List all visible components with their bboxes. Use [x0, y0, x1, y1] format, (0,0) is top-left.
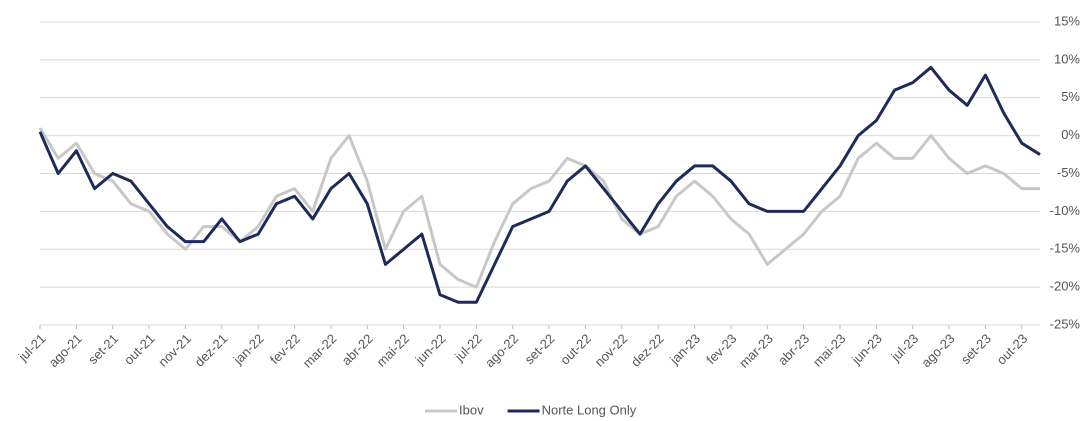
x-tick-label: fev-22: [267, 331, 303, 367]
x-tick-label: out-22: [557, 331, 594, 368]
x-tick-label: jul-22: [451, 331, 485, 365]
y-tick-label: 0%: [1061, 127, 1080, 142]
y-tick-label: -20%: [1050, 279, 1081, 294]
x-tick-label: jul-23: [887, 331, 921, 365]
legend-label: Norte Long Only: [542, 402, 637, 417]
x-tick-label: ago-22: [482, 331, 521, 370]
y-tick-label: 10%: [1054, 51, 1080, 66]
x-tick-label: ago-23: [918, 331, 957, 370]
x-tick-label: set-23: [958, 331, 994, 367]
x-tick-label: fev-23: [703, 331, 739, 367]
x-tick-label: mai-23: [810, 331, 849, 370]
x-tick-label: ago-21: [46, 331, 85, 370]
x-tick-label: dez-21: [192, 331, 231, 370]
x-tick-label: mar-23: [736, 331, 776, 371]
x-tick-label: abr-22: [339, 331, 376, 368]
x-tick-label: mai-22: [373, 331, 412, 370]
x-tick-label: dez-22: [628, 331, 667, 370]
x-tick-label: set-22: [521, 331, 557, 367]
x-tick-label: nov-21: [155, 331, 194, 370]
x-tick-label: mar-22: [300, 331, 340, 371]
y-tick-label: -10%: [1050, 203, 1081, 218]
y-tick-label: 5%: [1061, 89, 1080, 104]
x-tick-label: jan-23: [666, 331, 703, 368]
y-tick-label: 15%: [1054, 13, 1080, 28]
x-tick-label: jun-23: [848, 331, 885, 368]
x-tick-label: jun-22: [412, 331, 449, 368]
x-tick-label: nov-22: [592, 331, 631, 370]
x-tick-label: out-21: [121, 331, 158, 368]
series-line: [38, 65, 1041, 304]
x-tick-label: out-23: [994, 331, 1031, 368]
y-tick-label: -5%: [1057, 165, 1081, 180]
x-tick-label: jul-21: [15, 331, 49, 365]
legend-label: Ibov: [459, 402, 484, 417]
y-tick-label: -15%: [1050, 241, 1081, 256]
y-tick-label: -25%: [1050, 316, 1081, 331]
series-line: [38, 127, 1040, 289]
x-tick-label: jan-22: [230, 331, 267, 368]
x-tick-label: set-21: [85, 331, 121, 367]
x-tick-label: abr-23: [775, 331, 812, 368]
